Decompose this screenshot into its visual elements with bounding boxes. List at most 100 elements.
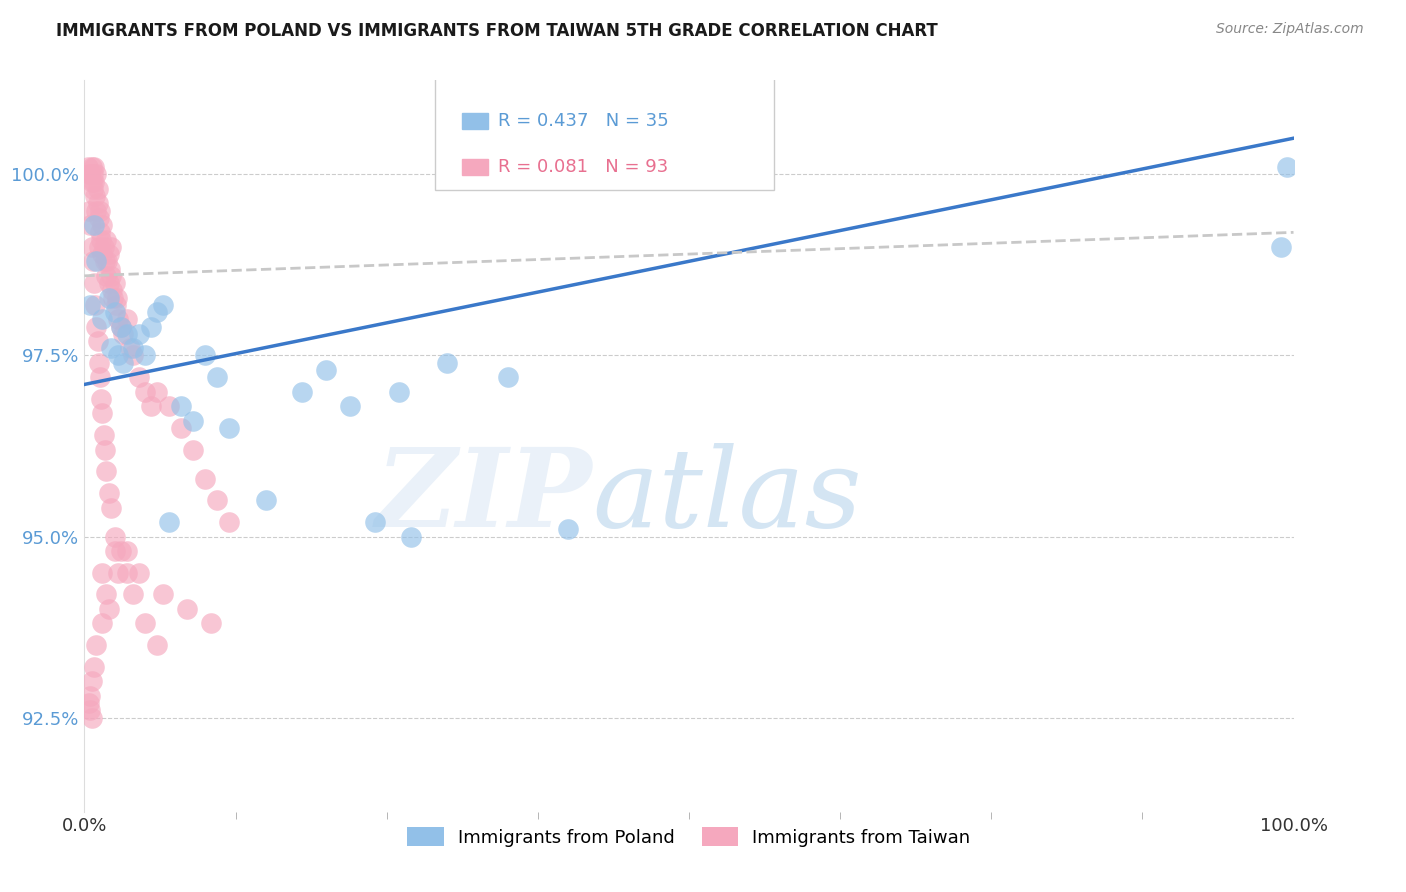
Point [90,233,112,247]
Point [157,515,180,529]
Point [557,522,579,536]
Point [91,566,114,580]
Bar [461,113,488,129]
Point [291,384,314,399]
Point [77,160,100,174]
Point [112,326,135,341]
Point [139,399,162,413]
Point [121,349,143,363]
Point [79,298,101,312]
Point [134,616,156,631]
Point [83,218,105,232]
Point [93,428,115,442]
Point [1270,240,1292,254]
Point [1277,160,1299,174]
Point [79,703,101,717]
Point [77,696,100,710]
Point [496,370,519,384]
Point [94,254,117,268]
Point [80,175,103,189]
Point [152,587,174,601]
Point [139,319,162,334]
Point [181,442,204,457]
Point [170,399,193,413]
Point [121,587,143,601]
Point [194,472,217,486]
Point [97,291,120,305]
Point [128,370,150,384]
Point [86,319,108,334]
Point [315,363,337,377]
Point [80,674,103,689]
Point [98,261,121,276]
Point [104,298,127,312]
Point [104,529,127,543]
Point [200,616,222,631]
Point [100,240,122,254]
Point [83,660,105,674]
Point [84,298,107,312]
Point [112,356,135,370]
Point [83,175,105,189]
Point [152,298,174,312]
Point [100,268,122,283]
Point [176,602,198,616]
Point [115,566,138,580]
Point [146,305,169,319]
Point [218,515,240,529]
Text: Source: ZipAtlas.com: Source: ZipAtlas.com [1216,22,1364,37]
Point [94,268,117,283]
Point [115,312,138,326]
Text: ZIP: ZIP [375,443,592,551]
Point [80,710,103,724]
Point [436,356,458,370]
Point [388,384,411,399]
Point [91,406,114,420]
Point [94,464,117,478]
Point [128,326,150,341]
Point [83,160,105,174]
Point [339,399,361,413]
Text: R = 0.081   N = 93: R = 0.081 N = 93 [498,158,668,177]
Point [100,500,122,515]
Point [94,587,117,601]
Point [254,493,277,508]
Legend: Immigrants from Poland, Immigrants from Taiwan: Immigrants from Poland, Immigrants from … [401,820,977,854]
Point [84,189,107,203]
Text: atlas: atlas [592,443,862,551]
Point [77,168,100,182]
Point [91,247,114,261]
Point [170,421,193,435]
Point [207,493,229,508]
Point [94,442,117,457]
Point [86,638,108,652]
Point [82,182,104,196]
Point [105,291,128,305]
Point [115,544,138,558]
Point [134,384,156,399]
Point [134,349,156,363]
Point [89,203,111,218]
Point [86,254,108,268]
Text: IMMIGRANTS FROM POLAND VS IMMIGRANTS FROM TAIWAN 5TH GRADE CORRELATION CHART: IMMIGRANTS FROM POLAND VS IMMIGRANTS FRO… [56,22,938,40]
Point [97,486,120,500]
Point [89,225,111,239]
Point [79,689,101,703]
Point [107,566,129,580]
Point [89,370,111,384]
Point [87,356,110,370]
Point [86,196,108,211]
Point [91,616,114,631]
Point [100,341,122,355]
Point [79,168,101,182]
Point [86,168,108,182]
Point [115,326,138,341]
Point [103,291,125,305]
Point [157,399,180,413]
Point [83,276,105,290]
Point [110,319,132,334]
Point [97,602,120,616]
Point [87,240,110,254]
Point [97,276,120,290]
Point [194,349,217,363]
